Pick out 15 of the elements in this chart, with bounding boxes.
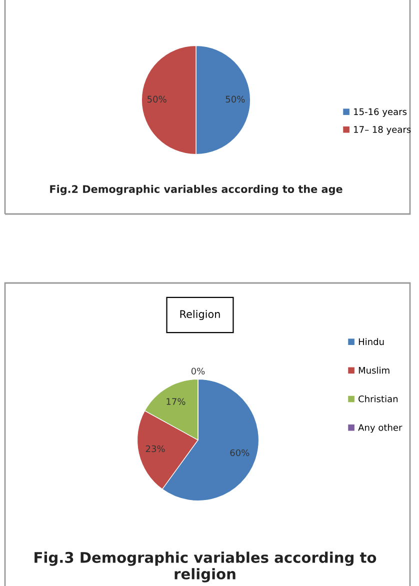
legend-label: 17– 18 years	[354, 126, 411, 135]
data-label: 50%	[147, 96, 166, 103]
caption: Fig.3 Demographic variables according to religion	[34, 552, 376, 582]
legend-label: Christian	[358, 395, 398, 402]
data-label: 50%	[226, 96, 245, 103]
data-label: 17%	[166, 398, 186, 405]
legend-label: Any other	[358, 424, 402, 433]
legend-label: Hindu	[358, 338, 384, 346]
legend-label: Muslim	[358, 366, 390, 374]
caption: Fig.2 Demographic variables according to the age	[50, 184, 342, 196]
data-label: 23%	[146, 445, 165, 452]
legend-label: 15-16 years	[354, 108, 407, 117]
data-label: 60%	[230, 449, 250, 456]
text: 0%	[191, 368, 205, 375]
chart-title: Religion	[180, 310, 220, 320]
